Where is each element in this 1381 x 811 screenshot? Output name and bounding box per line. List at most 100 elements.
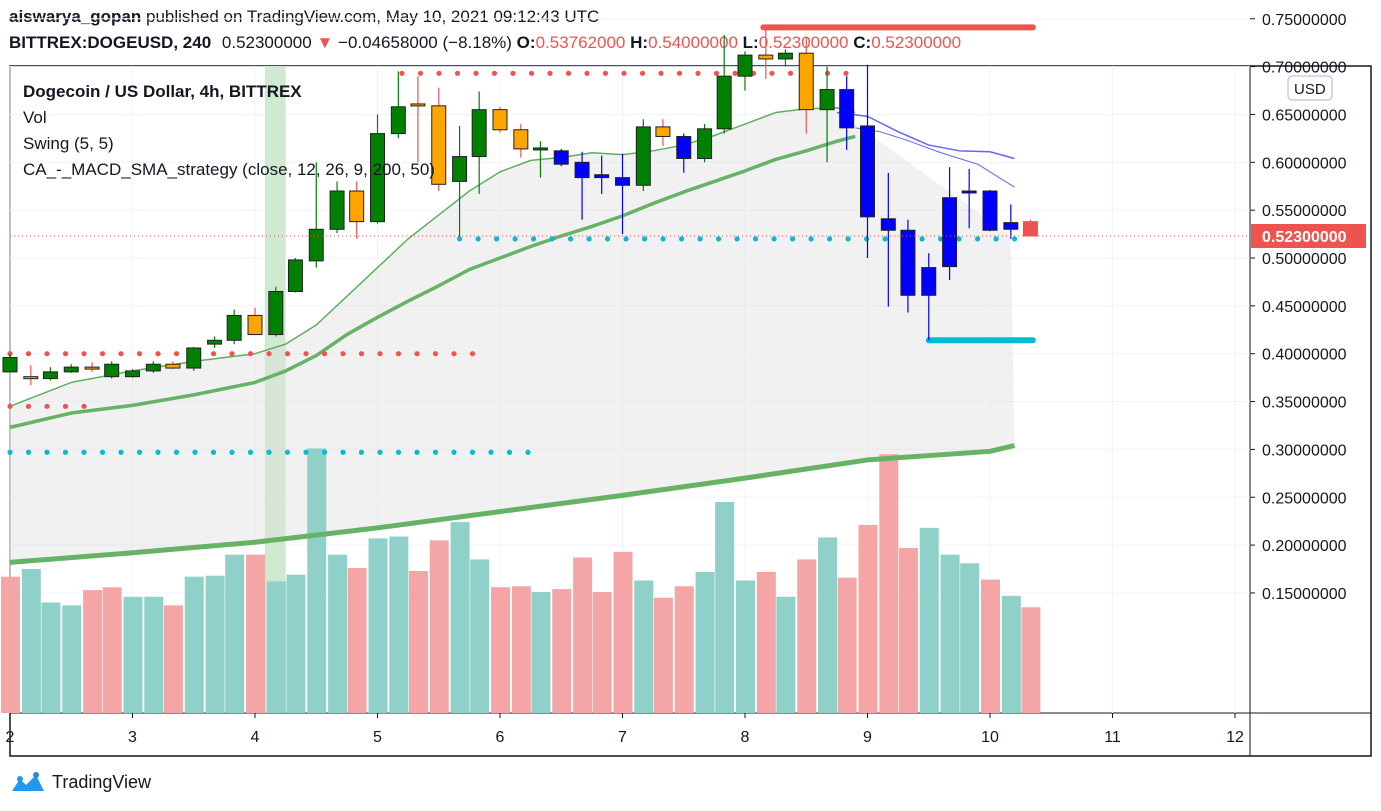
swing-high-dot <box>99 351 106 357</box>
swing-high-dot <box>432 351 439 357</box>
chart-legend: Dogecoin / US Dollar, 4h, BITTREX Vol Sw… <box>23 79 435 183</box>
swing-low-dot <box>247 449 254 455</box>
symbol-name: BITTREX:DOGEUSD, 240 <box>9 33 212 52</box>
swing-high-dot <box>469 351 476 357</box>
candle-body <box>982 190 998 231</box>
swing-high-dot <box>25 403 32 409</box>
x-tick-label: 4 <box>251 729 260 746</box>
swing-low-dot <box>395 449 402 455</box>
swing-low-dot <box>734 236 740 242</box>
last-price-label: 0.52300000 <box>1262 229 1347 246</box>
last-price: 0.52300000 <box>221 33 312 52</box>
volume-bar <box>205 575 225 713</box>
swing-high-dot <box>602 70 609 76</box>
swing-high-dot <box>266 351 272 357</box>
volume-bar <box>898 547 918 713</box>
swing-high-dot <box>454 70 461 76</box>
candle-body <box>716 75 732 130</box>
volume-bar <box>736 580 755 713</box>
swing-low-dot <box>7 449 13 455</box>
swing-low-dot <box>937 236 944 242</box>
candle-body <box>471 109 487 158</box>
candle-body <box>165 363 181 369</box>
y-tick-label: 0.45000000 <box>1262 299 1347 316</box>
swing-low-dot <box>660 236 666 242</box>
volume-bar <box>573 557 593 713</box>
candle-body <box>349 190 365 223</box>
swing-low-dot <box>604 236 611 242</box>
legend-title: Dogecoin / US Dollar, 4h, BITTREX <box>23 82 302 101</box>
swing-low-dot <box>882 236 888 242</box>
volume-bar <box>695 571 715 713</box>
volume-bar <box>592 591 612 713</box>
swing-high-dot <box>81 403 87 409</box>
y-tick-label: 0.20000000 <box>1262 538 1347 555</box>
strategy-fill-region <box>10 107 1015 563</box>
swing-low-dot <box>414 449 420 455</box>
swing-high-dot <box>510 70 516 76</box>
volume-bar <box>62 605 82 713</box>
candle-body <box>23 376 39 380</box>
publish-header: aiswarya_gopan published on TradingView.… <box>9 7 599 27</box>
swing-high-dot <box>769 70 775 76</box>
signal-highlight-band <box>264 66 286 713</box>
volume-bar <box>940 554 960 713</box>
candle-body <box>63 366 79 373</box>
candle-body <box>329 190 345 230</box>
volume-bar <box>450 522 470 713</box>
down-arrow-icon: ▼ <box>316 33 334 52</box>
y-tick-label: 0.60000000 <box>1262 155 1347 172</box>
y-tick-label: 0.70000000 <box>1262 60 1347 77</box>
swing-high-dot <box>377 351 383 357</box>
published-text: published on TradingView.com, May 10, 20… <box>146 7 600 26</box>
y-tick-label: 0.30000000 <box>1262 442 1347 459</box>
candle-body <box>961 190 977 194</box>
candle-body <box>247 314 263 336</box>
swing-low-dot <box>284 449 291 455</box>
currency-badge <box>1287 75 1333 101</box>
swing-high-dot <box>173 351 180 357</box>
swing-high-dot <box>62 351 69 357</box>
volume-bar <box>286 574 306 713</box>
candle-body <box>452 156 468 182</box>
swing-low-dot <box>432 449 439 455</box>
swing-high-dot <box>787 70 794 76</box>
volume-bar <box>552 589 572 713</box>
swing-low-dot <box>81 449 87 455</box>
volume-bar <box>797 559 817 713</box>
swing-high-dot <box>528 70 535 76</box>
volume-bar <box>674 586 694 713</box>
sma-slow-line <box>9 134 856 430</box>
candle-body <box>798 52 814 111</box>
candle-body <box>921 267 937 296</box>
volume-bar <box>818 537 838 713</box>
open-label: O: <box>516 33 536 52</box>
swing-high-dot <box>732 70 738 76</box>
swing-high-dot <box>414 351 420 357</box>
swing-low-dot <box>173 449 180 455</box>
candle-body <box>635 126 651 186</box>
swing-high-dot <box>62 403 69 409</box>
sma-fast-line <box>9 107 856 408</box>
sma-200-line <box>9 443 1016 565</box>
brand-name[interactable]: TradingView <box>52 771 152 792</box>
high-value: 0.54000000 <box>648 33 738 52</box>
candle-body <box>574 161 590 179</box>
x-tick-label: 3 <box>128 729 137 746</box>
swing-high-dot <box>658 70 664 76</box>
volume-bar <box>511 586 531 713</box>
swing-low-dot <box>229 449 235 455</box>
swing-low-dot <box>451 449 457 455</box>
swing-low-dot <box>469 449 476 455</box>
swing-low-dot <box>752 236 759 242</box>
swing-high-dot <box>118 351 124 357</box>
swing-low-dot <box>771 236 777 242</box>
candle-body <box>880 218 896 231</box>
price-change: −0.04658000 (−8.18%) <box>338 33 512 52</box>
close-label: C: <box>853 33 872 52</box>
swing-high-dot <box>303 351 309 357</box>
author-name[interactable]: aiswarya_gopan <box>9 7 142 26</box>
swing-high-dot <box>417 70 424 76</box>
x-tick-label: 11 <box>1104 729 1121 746</box>
